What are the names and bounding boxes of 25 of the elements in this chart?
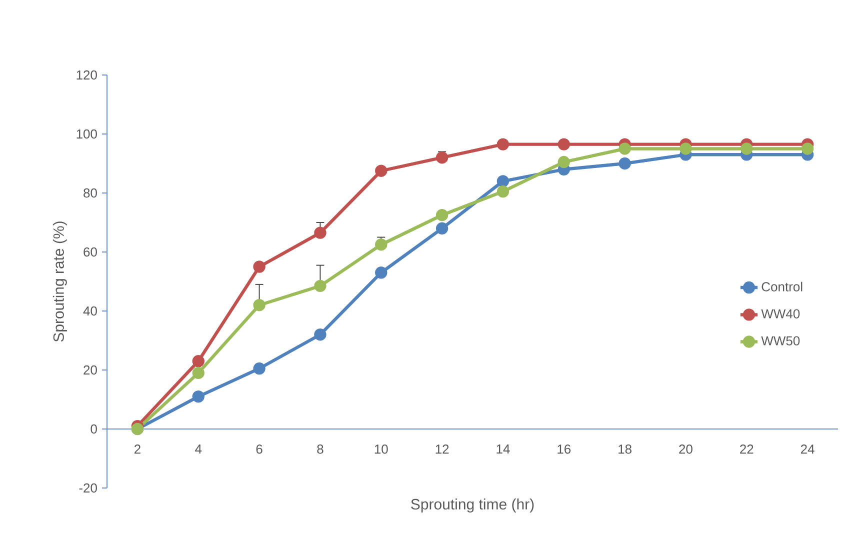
x-tick-label: 16 (558, 444, 571, 454)
y-tick-label: 40 (83, 306, 97, 316)
x-tick-label: 24 (800, 444, 814, 454)
y-tick-label: 20 (84, 365, 97, 375)
y-tick-label: 120 (76, 70, 97, 80)
x-tick-label: 18 (618, 444, 632, 454)
x-axis-title: Sprouting time (hr) (411, 498, 534, 513)
y-axis-title: Sprouting rate (%) (52, 222, 67, 342)
legend-label: WW40 (761, 309, 800, 318)
x-tick-label: 14 (496, 444, 510, 454)
y-tick-label: 80 (84, 188, 97, 198)
legend-label: Control (762, 282, 802, 292)
y-tick-label: -20 (79, 483, 97, 493)
x-tick-label: 10 (374, 444, 388, 454)
y-tick-label: 0 (90, 424, 97, 434)
x-tick-label: 22 (740, 444, 754, 454)
x-tick-label: 8 (317, 444, 324, 454)
legend-label: WW50 (761, 336, 800, 346)
x-tick-label: 6 (256, 444, 262, 454)
y-tick-label: 60 (84, 247, 97, 257)
x-tick-label: 20 (679, 444, 692, 454)
x-tick-label: 12 (436, 444, 449, 454)
y-tick-label: 100 (76, 129, 97, 139)
x-tick-label: 2 (134, 444, 140, 454)
x-tick-label: 4 (195, 444, 202, 454)
